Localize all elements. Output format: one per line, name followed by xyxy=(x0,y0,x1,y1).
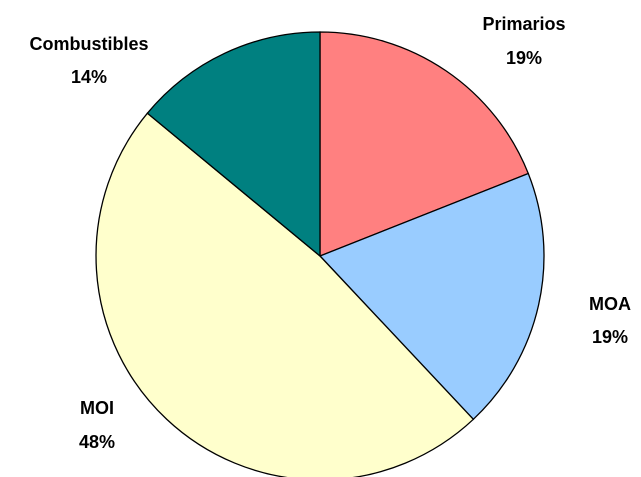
pie-slices xyxy=(95,31,545,477)
slice-percent-primarios: 19% xyxy=(506,48,542,68)
slice-percent-moi: 48% xyxy=(79,432,115,452)
pie-labels: Primarios 19% MOA 19% MOI 48% Combustibles 14% xyxy=(29,14,631,452)
slice-percent-moa: 19% xyxy=(592,327,628,347)
slice-label-combustibles: Combustibles xyxy=(29,34,148,54)
slice-label-moi: MOI xyxy=(80,398,114,418)
pie-slice-primarios xyxy=(319,31,530,257)
slice-percent-combustibles: 14% xyxy=(71,67,107,87)
slice-label-primarios: Primarios xyxy=(482,14,565,34)
pie-slice-combustibles xyxy=(146,31,321,258)
pie-slice-moa xyxy=(318,172,545,421)
pie-slice-moi xyxy=(95,112,475,477)
slice-label-moa: MOA xyxy=(589,294,631,314)
